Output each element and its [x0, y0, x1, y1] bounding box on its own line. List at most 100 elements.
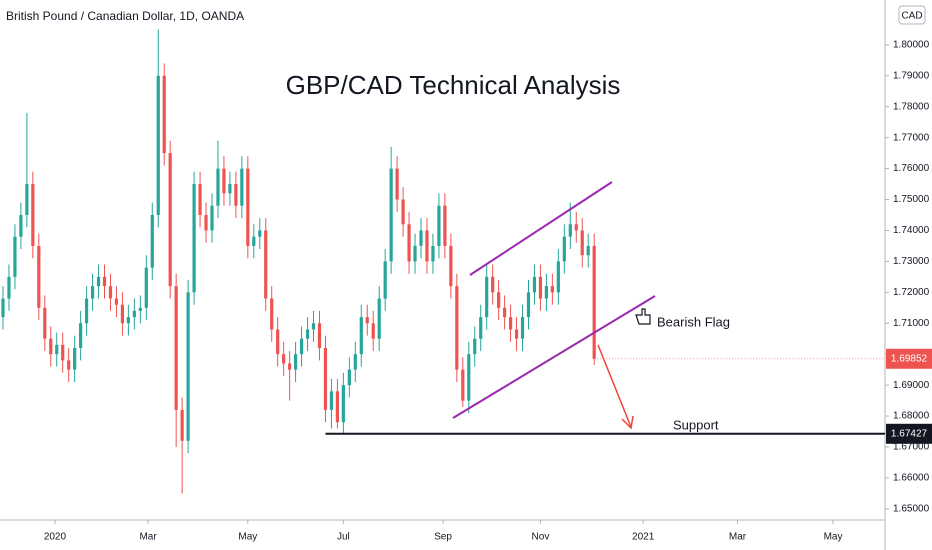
x-tick-label: May — [824, 532, 843, 543]
candle-body — [383, 261, 387, 299]
candle-body — [335, 391, 339, 423]
arrow-head — [621, 415, 634, 430]
candle-body — [150, 214, 154, 268]
candle-body — [467, 354, 471, 401]
candle-body — [455, 286, 459, 370]
candle-body — [365, 317, 369, 324]
candle-body — [293, 354, 298, 370]
channel-upper — [469, 181, 613, 276]
pattern-label: Bearish Flag — [657, 314, 730, 329]
candle-body — [419, 230, 423, 246]
y-tick-label: 1.80000 — [893, 39, 930, 50]
candle-body — [25, 184, 29, 215]
candle-body — [485, 276, 489, 318]
y-tick-label: 1.77000 — [893, 132, 930, 143]
candle-body — [132, 310, 136, 318]
candles — [1, 29, 596, 494]
candle-body — [192, 184, 196, 293]
candle-body — [156, 75, 160, 215]
candle-body — [144, 267, 148, 308]
y-tick-label: 1.65000 — [893, 504, 930, 515]
candle-body — [574, 224, 578, 231]
candle-body — [389, 168, 393, 262]
candle-body — [353, 354, 357, 370]
x-tick-label: Mar — [729, 532, 747, 543]
candle-body — [508, 317, 513, 330]
candle-body — [7, 276, 11, 299]
candle-body — [1, 298, 5, 318]
candle-body — [514, 329, 519, 339]
candle-body — [264, 230, 268, 299]
x-tick-label: 2020 — [44, 532, 67, 543]
candle-body — [401, 199, 405, 225]
candle-body — [443, 205, 447, 246]
candle-body — [216, 168, 220, 206]
candle-body — [126, 317, 130, 324]
y-tick-label: 1.67000 — [893, 442, 930, 453]
support-tag — [886, 423, 932, 444]
candle-body — [282, 354, 286, 364]
candle-body — [288, 363, 292, 370]
candle-body — [67, 360, 71, 370]
candle-body — [222, 168, 226, 194]
chart-title: GBP/CAD Technical Analysis — [286, 70, 621, 100]
x-tick-label: May — [238, 532, 257, 543]
candle-body — [568, 224, 572, 237]
candle-body — [19, 214, 23, 237]
candle-body — [305, 329, 310, 339]
currency-label[interactable]: CAD — [901, 11, 922, 22]
candle-body — [114, 298, 119, 305]
y-tick-label: 1.69000 — [893, 380, 930, 391]
candle-body — [341, 385, 345, 423]
last-price-label: 1.69852 — [891, 353, 928, 364]
candle-body — [347, 369, 351, 386]
candle-body — [37, 245, 41, 308]
candle-body — [13, 236, 17, 277]
candle-body — [299, 338, 304, 355]
candle-body — [108, 286, 113, 299]
last-price-tag — [886, 348, 932, 369]
candle-body — [270, 298, 274, 330]
candle-body — [377, 298, 381, 339]
candle-body — [90, 286, 95, 299]
candle-body — [413, 245, 417, 262]
y-tick-label: 1.68000 — [893, 411, 930, 422]
y-tick-label: 1.66000 — [893, 473, 930, 484]
candle-body — [43, 307, 47, 339]
x-tick-label: Sep — [434, 532, 452, 543]
candle-body — [55, 344, 59, 355]
candle-body — [31, 184, 35, 246]
candle-body — [538, 276, 543, 299]
hand-icon — [635, 308, 651, 325]
y-tick-label: 1.72000 — [893, 287, 930, 298]
y-tick-label: 1.78000 — [893, 101, 930, 112]
candle-body — [49, 338, 53, 355]
y-tick-label: 1.73000 — [893, 256, 930, 267]
candle-body — [556, 261, 560, 293]
candle-body — [371, 323, 375, 339]
candle-body — [61, 344, 65, 361]
candle-body — [138, 307, 142, 311]
candle-body — [395, 168, 399, 200]
candle-body — [276, 329, 280, 355]
candle-body — [562, 236, 566, 262]
y-tick-label: 1.71000 — [893, 318, 930, 329]
candle-body — [96, 276, 101, 287]
y-tick-label: 1.74000 — [893, 225, 930, 236]
candle-body — [246, 168, 250, 246]
x-tick-label: Nov — [532, 532, 550, 543]
currency-box[interactable] — [898, 5, 926, 25]
candle-body — [329, 391, 334, 410]
candle-body — [550, 286, 554, 293]
support-price-label: 1.67427 — [891, 428, 928, 439]
candle-body — [580, 230, 584, 256]
support-label: Support — [673, 417, 719, 432]
candle-body — [544, 286, 549, 299]
candle-body — [526, 292, 531, 318]
candle-body — [520, 317, 525, 339]
candle-body — [102, 276, 107, 287]
candle-body — [479, 317, 483, 339]
candle-body — [198, 184, 202, 215]
candle-body — [503, 307, 507, 318]
header: British Pound / Canadian Dollar, 1D, OAN… — [6, 9, 244, 23]
